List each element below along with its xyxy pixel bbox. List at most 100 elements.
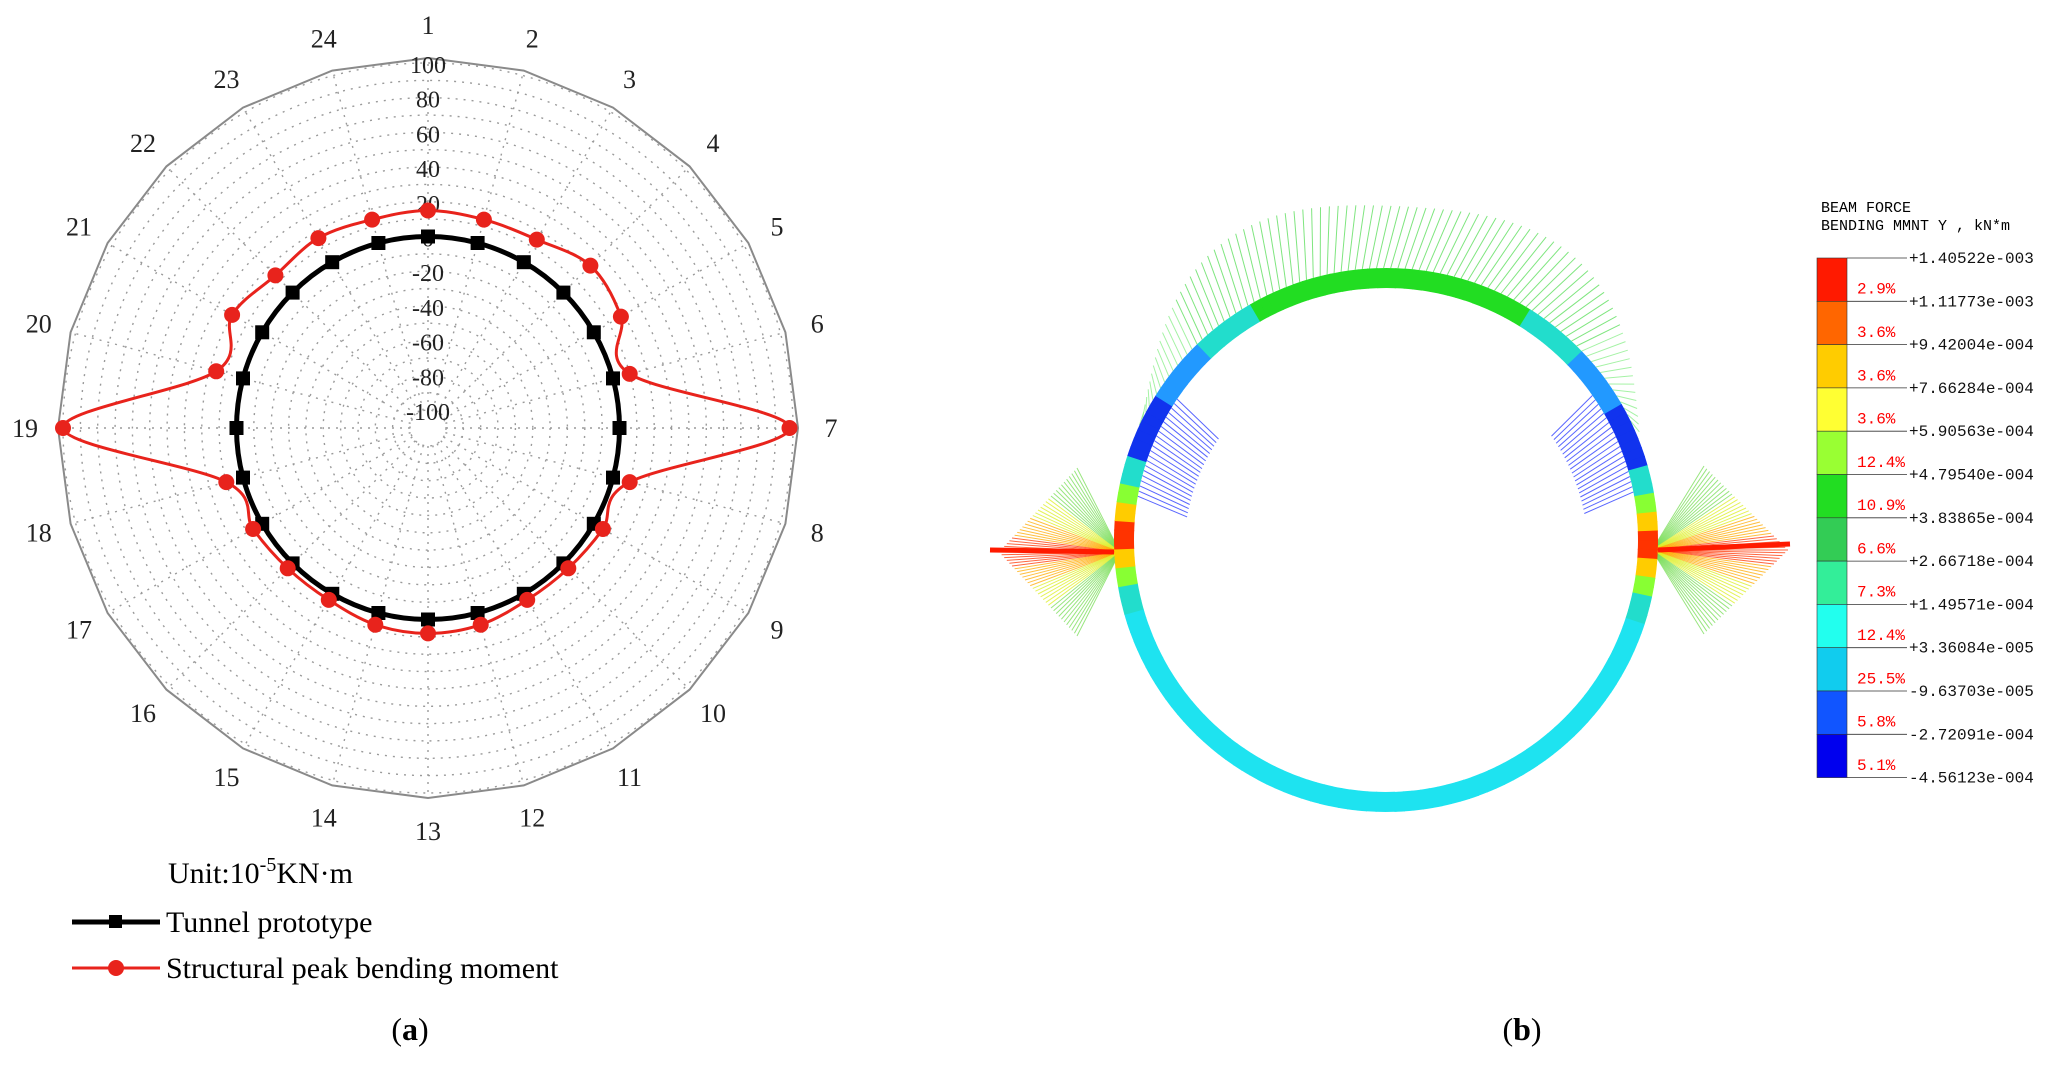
ring-segment [1634, 492, 1656, 506]
hatch-line [1600, 366, 1632, 373]
hatch-line [1467, 220, 1506, 281]
ring-segment [1547, 727, 1569, 749]
category-label: 20 [26, 310, 52, 339]
hatch-line [1050, 495, 1121, 553]
ring-segment [1589, 680, 1612, 701]
hatch-line [1138, 490, 1189, 514]
hatch-line [1573, 445, 1621, 478]
ring-segment [1567, 351, 1589, 373]
hatch-line [1578, 465, 1628, 494]
hatch-line [1311, 208, 1314, 278]
legend-band-swatch [1816, 690, 1848, 735]
data-point-circle [208, 363, 225, 380]
ring-segment [1133, 428, 1157, 446]
hatch-line [1651, 549, 1716, 624]
ring-segment [1472, 284, 1489, 307]
ring-segment [1511, 753, 1531, 777]
data-point-square [325, 255, 340, 270]
grid-spoke [440, 440, 687, 687]
hatch-line [1651, 549, 1761, 579]
legend-band-swatch [1816, 560, 1848, 605]
hatch-line [1565, 307, 1614, 337]
hatch-line [1616, 395, 1637, 401]
hatch-line [1576, 455, 1624, 486]
hatch-line [1604, 375, 1633, 379]
ring-segment [1292, 280, 1310, 304]
ring-segment [1328, 786, 1343, 808]
grid-spoke [75, 432, 411, 524]
radial-tick-label: -40 [412, 296, 444, 322]
hatch-line [1623, 407, 1639, 417]
grid-spoke [440, 169, 687, 416]
data-point-square [612, 421, 627, 435]
data-point-square [371, 236, 386, 250]
hatch-line [1139, 485, 1189, 510]
data-point-square [606, 470, 620, 485]
hatch-line [1591, 349, 1628, 363]
hatch-line [1162, 332, 1179, 366]
grid-ring [357, 357, 499, 499]
ring-segment [1274, 769, 1292, 793]
radial-tick-label: -60 [412, 331, 444, 357]
data-point-circle [267, 267, 284, 284]
ring-segment [1356, 790, 1369, 812]
hatch-line [1651, 549, 1711, 629]
ring-segment [1518, 748, 1539, 772]
hatch-line [1048, 551, 1121, 606]
ring-segment [1150, 395, 1173, 415]
radial-tick-labels: 100806040200-20-40-60-80-100 [406, 53, 450, 426]
legend-band-swatch [1816, 387, 1848, 432]
ring-segment [1412, 269, 1425, 291]
grid-ring [374, 374, 482, 482]
grid-spoke [169, 169, 416, 416]
hatch-line [1140, 480, 1190, 505]
tunnel-ring-illustration [989, 205, 1791, 812]
category-label: 9 [771, 616, 784, 645]
ring-segment [1177, 701, 1199, 723]
hatch-line [1651, 549, 1719, 621]
category-label: 24 [311, 25, 337, 54]
hatch-line [1154, 357, 1166, 383]
ring-segment [1553, 721, 1575, 743]
hatch-line [1555, 403, 1599, 444]
grid-spoke [443, 436, 745, 612]
ring-segment [1547, 331, 1569, 354]
grid-spoke [244, 443, 420, 745]
ring-segment [1159, 680, 1183, 700]
ring-segment [1137, 419, 1160, 438]
hatch-line [1154, 440, 1201, 473]
ring-segment [1619, 438, 1642, 455]
hatch-line [1156, 348, 1170, 377]
ring-segment [1357, 268, 1370, 290]
hatch-line [1073, 470, 1121, 553]
ring-segment [1189, 714, 1212, 736]
ring-segment [1495, 762, 1514, 785]
ring-segment [1171, 694, 1193, 715]
hatch-line [1551, 395, 1593, 437]
hatch-line [1165, 416, 1211, 454]
ring-segment [1560, 714, 1582, 737]
ring-segment [1114, 520, 1135, 532]
ring-segment [1526, 314, 1547, 337]
hatch-line [1651, 549, 1749, 590]
ring-segment [1446, 276, 1462, 299]
category-label: 8 [811, 518, 824, 547]
ring-segment [1367, 268, 1379, 289]
ring-segment [1625, 455, 1648, 472]
grid-spoke [445, 332, 781, 424]
legend-level-label: +3.36084e-005 [1909, 640, 2034, 658]
hatch-line [1175, 299, 1198, 345]
hatch-line [1568, 431, 1614, 466]
hatch-line [1651, 549, 1741, 599]
panel-b-label: (b) [1502, 1011, 1541, 1047]
hatch-line [1626, 414, 1639, 425]
hatch-line [1651, 479, 1719, 551]
category-label: 3 [623, 65, 636, 94]
ring-segment [1249, 757, 1268, 781]
hatch-line [1066, 478, 1121, 553]
ring-segment [1329, 271, 1344, 294]
data-point-square [470, 606, 485, 620]
hatch-line [1560, 299, 1609, 333]
ring-segment [1320, 273, 1335, 296]
ring-segment [1637, 548, 1658, 560]
